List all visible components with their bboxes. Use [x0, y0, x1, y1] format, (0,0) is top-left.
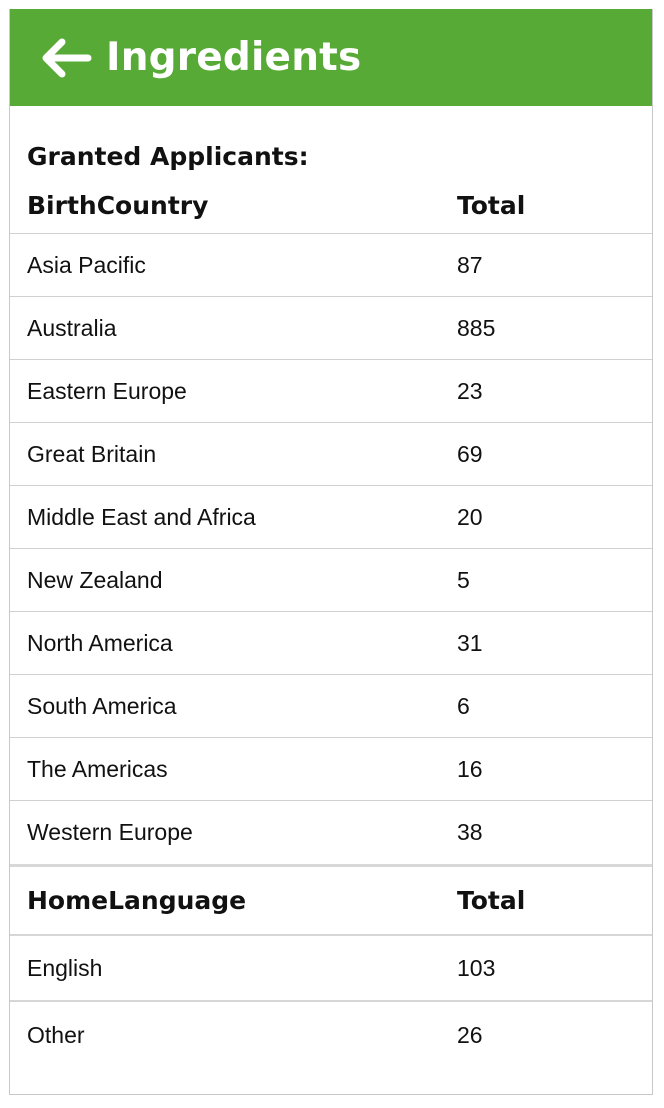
- row-name: Other: [27, 1021, 85, 1048]
- row-name: Eastern Europe: [27, 377, 187, 404]
- row-total: 38: [457, 819, 483, 845]
- birth-country-rows: Asia Pacific 87 Australia 885 Eastern Eu…: [10, 234, 652, 864]
- subtitle-text: Granted Applicants:: [27, 141, 309, 171]
- back-button[interactable]: [38, 36, 94, 80]
- arrow-left-icon: [42, 38, 92, 77]
- page-title: Ingredients: [106, 35, 362, 80]
- row-name: Middle East and Africa: [27, 503, 256, 530]
- table-row: South America 6: [10, 675, 652, 738]
- home-language-header: HomeLanguage Total: [10, 864, 652, 936]
- row-name: Great Britain: [27, 440, 157, 467]
- home-language-rows: English 103 Other 26: [10, 936, 652, 1068]
- row-name: North America: [27, 629, 173, 656]
- birth-country-header-label: BirthCountry: [27, 191, 209, 220]
- table-row: English 103: [10, 936, 652, 1002]
- home-language-total-label: Total: [457, 886, 526, 915]
- row-total: 31: [457, 629, 483, 656]
- row-name: Asia Pacific: [27, 251, 146, 278]
- row-total: 87: [457, 251, 483, 278]
- row-name: South America: [27, 692, 177, 719]
- birth-country-total-label: Total: [457, 191, 526, 220]
- row-total: 20: [457, 503, 483, 530]
- row-total: 5: [457, 566, 470, 593]
- table-row: The Americas 16: [10, 738, 652, 801]
- table-row: Australia 885: [10, 297, 652, 360]
- row-total: 26: [457, 1021, 483, 1048]
- row-name: New Zealand: [27, 566, 163, 593]
- row-name: The Americas: [27, 755, 168, 782]
- row-total: 69: [457, 440, 483, 467]
- table-row: Asia Pacific 87: [10, 234, 652, 297]
- app-frame: Ingredients Granted Applicants: BirthCou…: [9, 9, 653, 1095]
- row-name: English: [27, 954, 103, 981]
- table-row: Great Britain 69: [10, 423, 652, 486]
- row-name: Western Europe: [27, 819, 193, 845]
- table-row: North America 31: [10, 612, 652, 675]
- table-row: Other 26: [10, 1002, 652, 1068]
- row-total: 6: [457, 692, 470, 719]
- row-total: 23: [457, 377, 483, 404]
- row-name: Australia: [27, 314, 117, 341]
- table-row: Middle East and Africa 20: [10, 486, 652, 549]
- table-row: Eastern Europe 23: [10, 360, 652, 423]
- birth-country-header: BirthCountry Total: [10, 178, 652, 234]
- row-total: 103: [457, 954, 496, 981]
- section-subtitle: Granted Applicants:: [10, 106, 652, 202]
- row-total: 16: [457, 755, 483, 782]
- app-header: Ingredients: [10, 9, 652, 106]
- table-row: Western Europe 38: [10, 801, 652, 864]
- home-language-header-label: HomeLanguage: [27, 886, 247, 915]
- table-row: New Zealand 5: [10, 549, 652, 612]
- row-total: 885: [457, 314, 496, 341]
